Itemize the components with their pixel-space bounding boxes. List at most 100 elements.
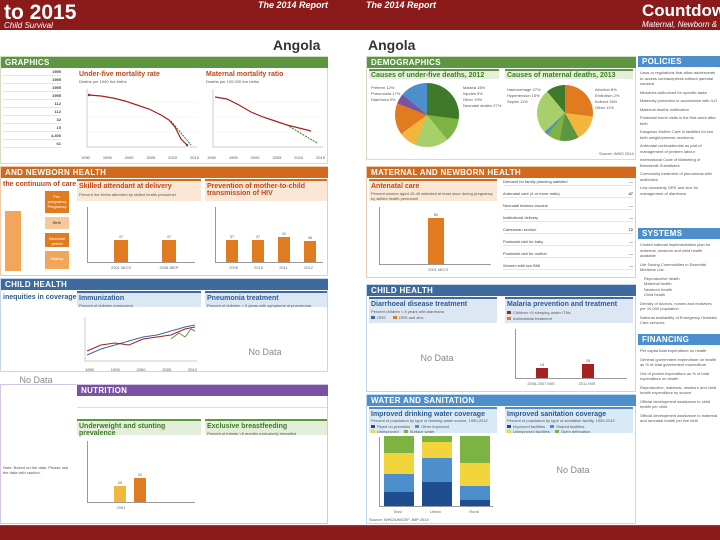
left-demographics-label: GRAPHICS — [1, 57, 328, 68]
pmtct-chart: 37 37 42 36 — [215, 207, 323, 263]
left-header-title: to 2015 — [4, 1, 77, 24]
right-report-label: The 2014 Report — [366, 0, 437, 10]
financing-label: FINANCING — [638, 334, 720, 345]
pmtct-bar — [226, 240, 238, 262]
right-sidebar: POLICIES Laws or regulations that allow … — [638, 56, 720, 526]
malaria-bar — [536, 368, 548, 378]
stunting-bar — [114, 486, 126, 502]
left-mnh-panel: AND NEWBORN HEALTH the continuum of care… — [0, 166, 328, 276]
right-demographics-label: DEMOGRAPHICS — [367, 57, 636, 68]
right-header-subtitle: Maternal, Newborn & C — [642, 20, 718, 38]
under5-causes-pie — [395, 83, 459, 147]
mnh-row: Postnatal visit for mother --- — [503, 251, 633, 258]
equity-no-data: No Data — [19, 375, 53, 385]
right-page: The 2014 Report Countdown Maternal, Newb… — [360, 0, 720, 540]
mnh-row: Women with low BMI --- — [503, 263, 633, 270]
pie1-header: Causes of under-five deaths, 2012 — [369, 69, 499, 79]
sab-bar — [114, 240, 128, 262]
diarrhoea-legend: ORS ORS and zinc — [371, 315, 423, 320]
malaria-bar — [582, 364, 594, 378]
pmtct-bar — [252, 240, 264, 262]
stunting-bar — [134, 478, 146, 502]
pie2-header: Causes of maternal deaths, 2013 — [505, 69, 633, 79]
mnh-row: Neonatal tetanus vaccine --- — [503, 203, 633, 210]
sab-header: Skilled attendant at delivery Percent li… — [77, 179, 201, 201]
water-bar-total — [384, 436, 414, 506]
anc-header: Antenatal care Percent women aged 15-49 … — [369, 179, 497, 201]
sanitation-no-data: No Data — [556, 465, 590, 475]
pneumonia-no-data: No Data — [248, 347, 282, 357]
anc-chart: 80 — [379, 207, 491, 265]
pmtct-bar — [278, 237, 290, 262]
systems-list: Costed national implementation plan for … — [640, 242, 718, 325]
water-source: Source: WHO/UNICEF JMP 2014 — [369, 517, 429, 522]
pmtct-bar — [304, 241, 316, 262]
mnh-row: Postnatal visit for baby --- — [503, 239, 633, 246]
sanitation-legend: Improved facilities Shared facilities Un… — [507, 424, 631, 434]
malaria-legend: Children <5 sleeping under ITNs Antimala… — [507, 310, 570, 322]
pmtct-header: Prevention of mother-to-child transmissi… — [205, 179, 327, 201]
u5-mortality-subtitle: Deaths per 1000 live births — [79, 79, 127, 84]
demo-row: 61 — [3, 141, 61, 148]
policies-list: Laws or regulations that allow adolescen… — [640, 70, 717, 196]
left-nutrition-label: NUTRITION — [77, 385, 328, 396]
sab-label: 2001 MICS — [110, 265, 131, 270]
right-footer-band — [360, 526, 720, 540]
right-mnh-label: MATERNAL AND NEWBORN HEALTH — [367, 167, 636, 178]
diarrhoea-header: Diarrhoeal disease treatment Percent chi… — [369, 297, 497, 323]
mnh-row: Antenatal care (4 or more visits) 47 — [503, 191, 633, 198]
immunization-chart — [84, 317, 197, 362]
left-child-label: CHILD HEALTH — [1, 279, 328, 290]
left-nutrition-panel: NUTRITION Underweight and stunting preva… — [0, 384, 328, 524]
mmr-chart — [212, 89, 323, 148]
u5-years: 1990 1995 2000 2005 2010 2015 — [81, 155, 199, 160]
u5-mortality-title: Under-five mortality rate — [79, 71, 160, 78]
stunting-year: 2001 — [116, 505, 126, 510]
sab-label: 2008 IBEP — [159, 265, 179, 270]
left-header-subtitle: Child Survival — [4, 21, 53, 30]
left-child-panel: CHILD HEALTH inequities in coverage No D… — [0, 278, 328, 385]
equity-title: inequities in coverage — [3, 294, 77, 301]
right-demographics-panel: DEMOGRAPHICS Causes of under-five deaths… — [366, 56, 636, 160]
left-report-label: The 2014 Report — [258, 0, 329, 10]
demo-row: 1995 — [3, 69, 61, 76]
malaria-year: 2011 MIS — [578, 381, 596, 386]
pie2-legend-left: Haemorrhage 27% Hypertension 15% Sepsis … — [507, 87, 541, 104]
policies-label: POLICIES — [638, 56, 720, 67]
mmr-years: 1990 1995 2000 2005 2010 2015 — [207, 155, 325, 160]
right-child-label: CHILD HEALTH — [367, 285, 636, 296]
breastfeeding-header: Exclusive breastfeeding Percent of infan… — [205, 419, 327, 436]
left-country-title: Angola — [273, 37, 321, 53]
left-page: to 2015 Child Survival The 2014 Report A… — [0, 0, 360, 540]
water-groups: Total Urban Rural — [393, 509, 479, 514]
anc-bar — [428, 218, 444, 264]
water-header: Improved drinking water coverage Percent… — [369, 407, 497, 434]
demo-row: 32 — [3, 117, 61, 124]
footnote: Note: Based on the data. Please use the … — [3, 465, 69, 475]
malaria-chart: 18 26 — [515, 329, 627, 379]
left-demographics-panel: GRAPHICS 1995 1995 1995 1995 112 112 32 … — [0, 56, 328, 164]
pie-source: Source: WHO 2014 — [599, 151, 634, 156]
mmr-title: Maternal mortality ratio — [206, 71, 284, 78]
water-bar-urban — [422, 436, 452, 506]
maternal-causes-pie — [537, 85, 593, 141]
left-mnh-label: AND NEWBORN HEALTH — [1, 167, 328, 178]
pie1-legend-left: Preterm 12% Pneumonia 17% Diarrhoea 9% — [371, 85, 401, 102]
water-bar-rural — [460, 436, 490, 506]
demo-row: 112 — [3, 109, 61, 116]
right-header-band: The 2014 Report Countdown Maternal, Newb… — [360, 0, 720, 38]
right-country-title: Angola — [368, 37, 416, 53]
coc-chart: Pre-pregnancy Pregnancy Birth Neonatal pe… — [5, 191, 69, 271]
mnh-row: Caesarean section 72 — [503, 227, 633, 234]
mnh-row: Demand for family planning satisfied --- — [503, 179, 633, 186]
right-child-panel: CHILD HEALTH Diarrhoeal disease treatmen… — [366, 284, 636, 392]
sab-bar — [162, 240, 176, 262]
mnh-row: Institutional delivery --- — [503, 215, 633, 222]
right-wash-panel: WATER AND SANITATION Improved drinking w… — [366, 394, 636, 524]
pneumonia-header: Pneumonia treatment Percent of children … — [205, 291, 327, 308]
left-footer-band — [0, 526, 360, 540]
right-mnh-panel: MATERNAL AND NEWBORN HEALTH Antenatal ca… — [366, 166, 636, 278]
right-header-title: Countdown — [642, 1, 720, 20]
demo-row: 112 — [3, 101, 61, 108]
water-legend: Piped on premises Other improved Unimpro… — [371, 424, 495, 434]
